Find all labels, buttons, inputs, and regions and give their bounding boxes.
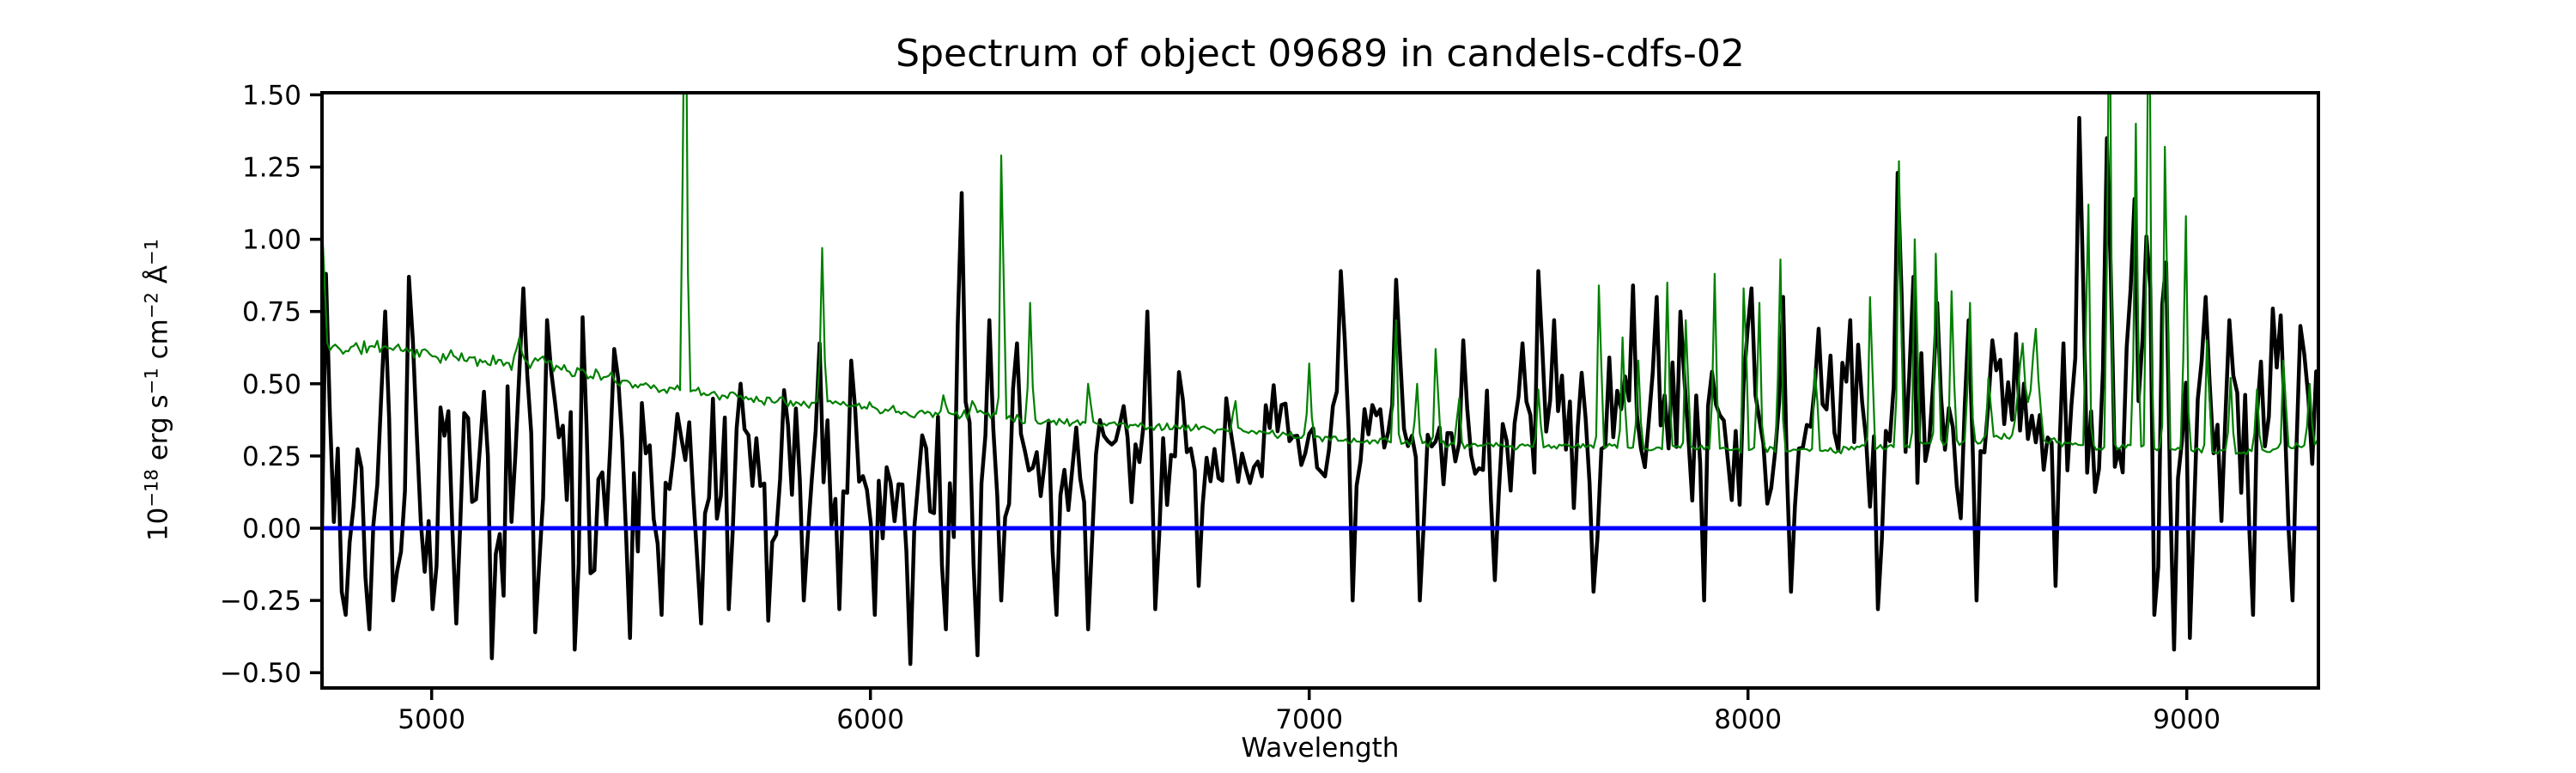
series-group: [322, 93, 2318, 666]
x-axis-label: Wavelength: [1241, 733, 1400, 764]
axes-background: [322, 93, 2318, 688]
page-title: Spectrum of object 09689 in candels-cdfs…: [896, 32, 1745, 76]
y-tick-label: 0.00: [242, 514, 301, 545]
y-tick-label: −0.25: [220, 586, 301, 617]
flux-line: [322, 116, 2318, 666]
x-tick-label: 6000: [836, 704, 904, 735]
y-tick-label: 0.75: [242, 297, 301, 328]
y-tick-label: −0.50: [220, 658, 301, 689]
x-tick-label: 9000: [2153, 704, 2221, 735]
y-axis-label: 10−18 erg s−1 cm−2 Å−1: [140, 238, 174, 542]
x-tick-label: 7000: [1275, 704, 1343, 735]
error-line: [322, 93, 2318, 455]
y-tick-label: 1.25: [242, 153, 301, 184]
y-tick-label: 0.50: [242, 369, 301, 400]
y-tick-label: 0.25: [242, 441, 301, 472]
y-tick-label: 1.50: [242, 80, 301, 111]
y-tick-label: 1.00: [242, 225, 301, 256]
axes-border: [320, 91, 2320, 690]
x-tick-label: 8000: [1714, 704, 1782, 735]
x-tick-label: 5000: [398, 704, 465, 735]
